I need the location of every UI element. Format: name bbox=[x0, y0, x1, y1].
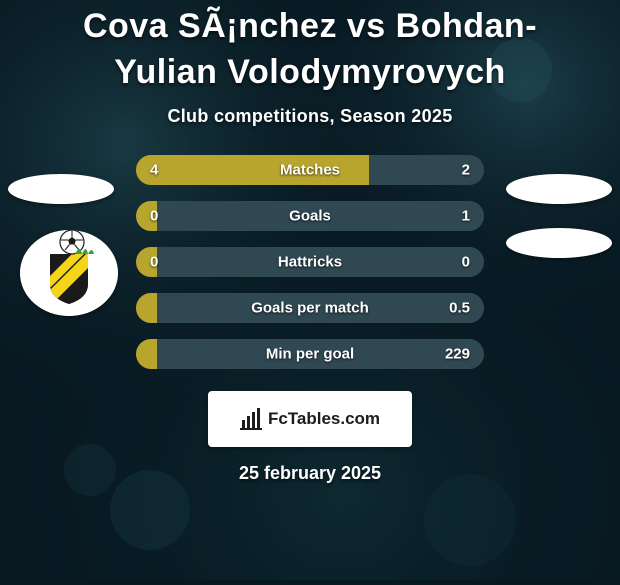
stat-row: 4 2 Matches bbox=[136, 155, 484, 185]
stat-row: 229 Min per goal bbox=[136, 339, 484, 369]
stat-value-left: 4 bbox=[150, 161, 158, 178]
subtitle: Club competitions, Season 2025 bbox=[0, 106, 620, 127]
page-title: Cova SÃ¡nchez vs Bohdan-Yulian Volodymyr… bbox=[40, 4, 580, 96]
stat-row: 0 1 Goals bbox=[136, 201, 484, 231]
stat-bar-left bbox=[136, 339, 157, 369]
brand-bar-icon bbox=[240, 408, 262, 430]
stat-bar-left bbox=[136, 293, 157, 323]
stat-label: Goals per match bbox=[251, 299, 369, 316]
stat-label: Min per goal bbox=[266, 345, 354, 362]
stat-label: Matches bbox=[280, 161, 340, 178]
brand-box: FcTables.com bbox=[208, 391, 412, 447]
stats-rows: 4 2 Matches 0 1 Goals 0 0 Hattricks 0.5 Goals per … bbox=[0, 155, 620, 369]
date: 25 february 2025 bbox=[0, 463, 620, 484]
stat-value-right: 229 bbox=[445, 345, 470, 362]
brand-text: FcTables.com bbox=[268, 409, 380, 429]
stat-value-right: 0.5 bbox=[449, 299, 470, 316]
stat-label: Goals bbox=[289, 207, 331, 224]
stat-value-right: 1 bbox=[462, 207, 470, 224]
stat-value-right: 2 bbox=[462, 161, 470, 178]
stat-value-right: 0 bbox=[462, 253, 470, 270]
stat-value-left: 0 bbox=[150, 207, 158, 224]
stat-label: Hattricks bbox=[278, 253, 342, 270]
stat-row: 0 0 Hattricks bbox=[136, 247, 484, 277]
stat-row: 0.5 Goals per match bbox=[136, 293, 484, 323]
stat-value-left: 0 bbox=[150, 253, 158, 270]
